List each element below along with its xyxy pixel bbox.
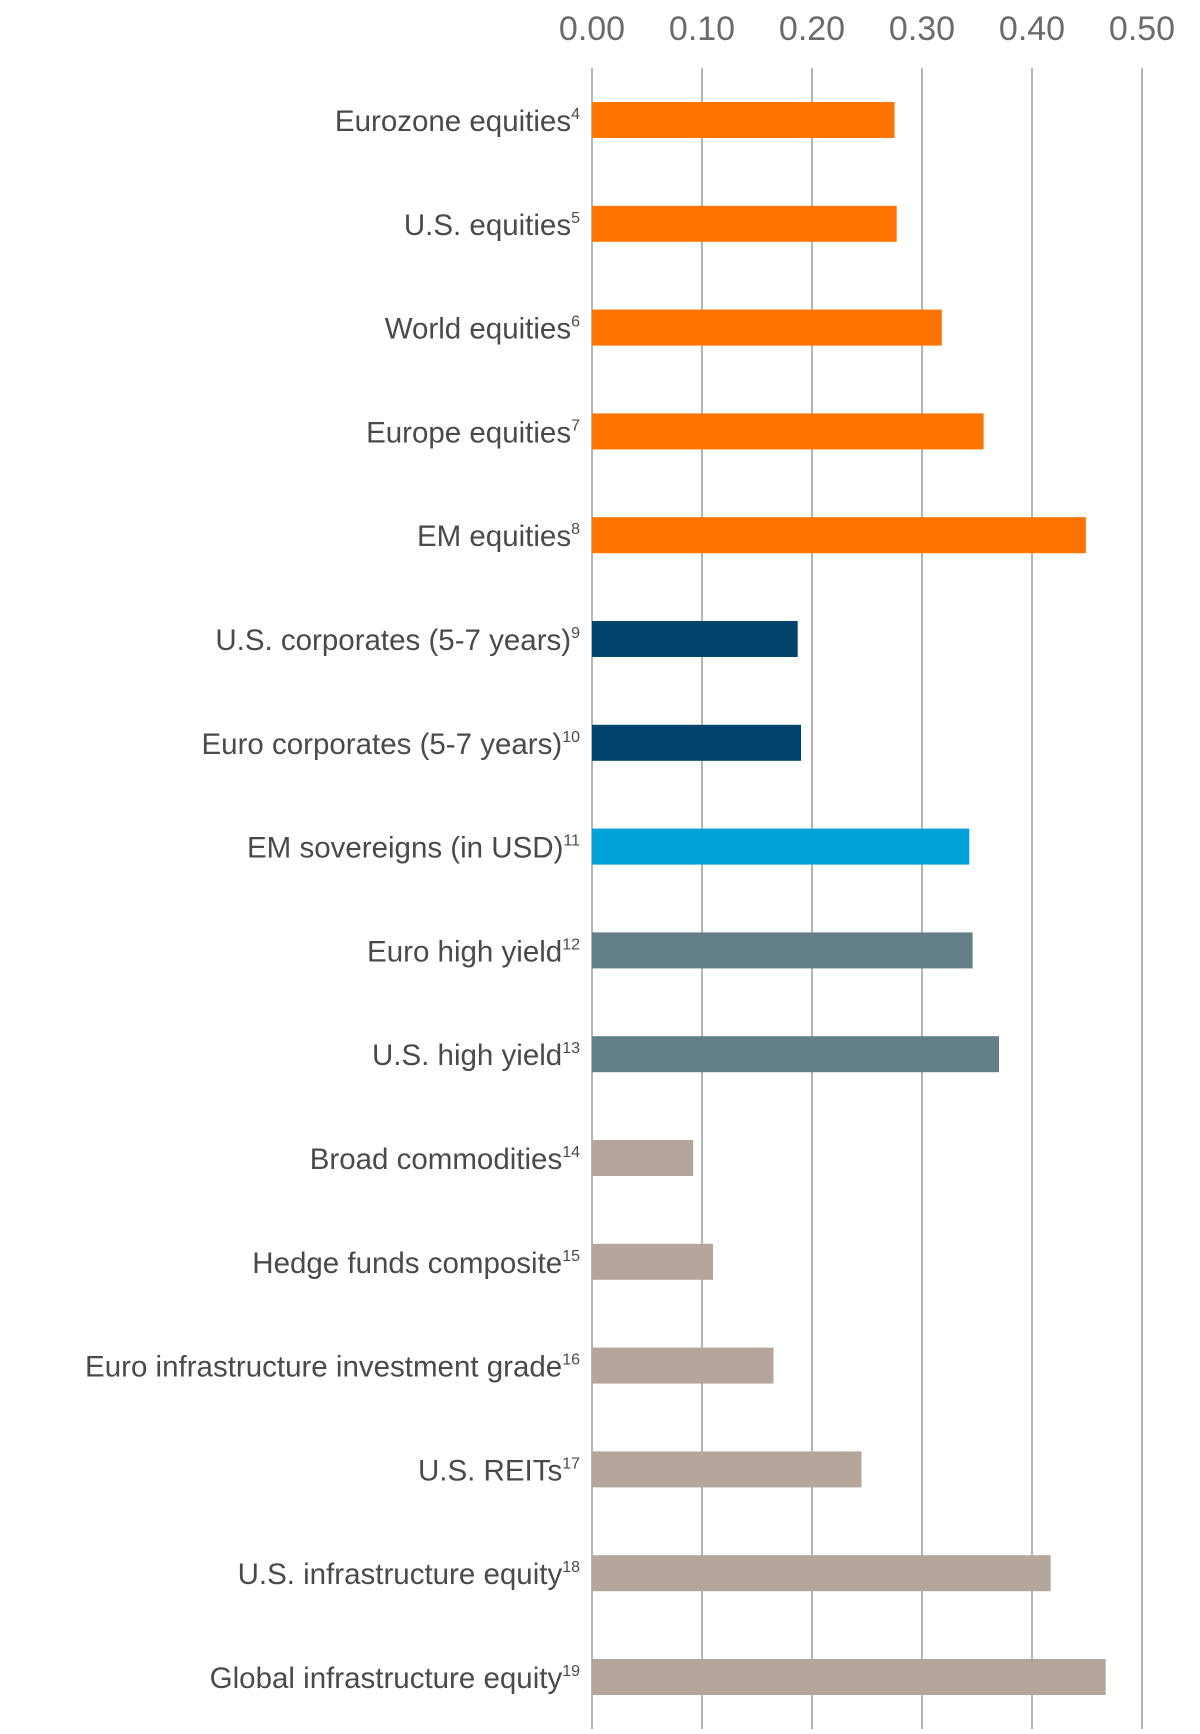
category-name-2: World equities <box>385 313 571 346</box>
category-label-4: EM equities8 <box>417 520 580 553</box>
category-label-5: U.S. corporates (5-7 years)9 <box>215 624 580 657</box>
category-name-14: U.S. infrastructure equity <box>238 1558 563 1591</box>
category-name-13: U.S. REITs <box>418 1454 562 1487</box>
category-label-1: U.S. equities5 <box>404 209 580 242</box>
category-footnote-4: 8 <box>571 521 580 538</box>
category-label-8: Euro high yield12 <box>367 935 580 968</box>
x-tick-label-5: 0.50 <box>1109 10 1175 48</box>
category-footnote-9: 13 <box>562 1040 580 1057</box>
bar-5 <box>592 621 798 657</box>
category-name-7: EM sovereigns (in USD) <box>247 832 563 865</box>
bar-6 <box>592 724 801 761</box>
category-name-10: Broad commodities <box>310 1143 563 1176</box>
category-label-13: U.S. REITs17 <box>418 1454 580 1487</box>
category-label-0: Eurozone equities4 <box>335 105 580 138</box>
category-name-4: EM equities <box>417 520 571 553</box>
category-labels: Eurozone equities4 U.S. equities5 World eq… <box>85 105 580 1695</box>
bars <box>592 102 1106 1695</box>
bar-15 <box>592 1659 1106 1695</box>
bar-10 <box>592 1140 694 1176</box>
category-label-15: Global infrastructure equity19 <box>210 1662 580 1695</box>
x-tick-label-2: 0.20 <box>779 10 845 48</box>
category-name-5: U.S. corporates (5-7 years) <box>215 624 571 657</box>
category-footnote-5: 9 <box>571 625 580 642</box>
category-footnote-15: 19 <box>562 1663 580 1680</box>
category-label-9: U.S. high yield13 <box>372 1039 580 1072</box>
x-tick-label-1: 0.10 <box>669 10 735 48</box>
category-footnote-10: 14 <box>562 1144 580 1161</box>
category-name-15: Global infrastructure equity <box>210 1662 563 1695</box>
category-footnote-0: 4 <box>571 106 580 123</box>
bar-8 <box>592 932 973 969</box>
bar-2 <box>592 309 942 346</box>
category-footnote-2: 6 <box>571 314 580 331</box>
category-name-6: Euro corporates (5-7 years) <box>202 728 563 761</box>
category-label-12: Euro infrastructure investment grade16 <box>85 1351 580 1384</box>
category-label-11: Hedge funds composite15 <box>252 1247 580 1280</box>
category-label-14: U.S. infrastructure equity18 <box>238 1558 581 1591</box>
bar-12 <box>592 1347 774 1384</box>
bar-13 <box>592 1451 862 1488</box>
bar-4 <box>592 517 1086 554</box>
category-label-3: Europe equities7 <box>366 416 580 449</box>
bar-14 <box>592 1555 1051 1592</box>
category-footnote-11: 15 <box>562 1248 580 1265</box>
bar-3 <box>592 413 984 450</box>
bar-1 <box>592 205 897 242</box>
category-name-11: Hedge funds composite <box>252 1247 562 1280</box>
bar-9 <box>592 1036 999 1073</box>
category-name-12: Euro infrastructure investment grade <box>85 1351 562 1384</box>
category-name-8: Euro high yield <box>367 935 562 968</box>
category-footnote-7: 11 <box>563 833 580 850</box>
category-name-3: Europe equities <box>366 416 571 449</box>
bar-0 <box>592 102 895 138</box>
x-axis-ticks: 0.00 0.10 0.20 0.30 0.40 0.50 <box>559 10 1175 48</box>
category-footnote-3: 7 <box>571 417 580 434</box>
category-footnote-1: 5 <box>571 210 580 227</box>
x-tick-label-4: 0.40 <box>999 10 1065 48</box>
category-label-7: EM sovereigns (in USD)11 <box>247 832 580 865</box>
category-footnote-6: 10 <box>562 729 580 746</box>
category-footnote-13: 17 <box>562 1455 580 1472</box>
category-footnote-12: 16 <box>562 1352 580 1369</box>
bar-7 <box>592 828 970 865</box>
category-label-6: Euro corporates (5-7 years)10 <box>202 728 581 761</box>
category-footnote-14: 18 <box>562 1559 580 1576</box>
bar-11 <box>592 1243 713 1280</box>
x-tick-label-0: 0.00 <box>559 10 625 48</box>
category-name-1: U.S. equities <box>404 209 571 242</box>
category-footnote-8: 12 <box>562 936 580 953</box>
category-label-10: Broad commodities14 <box>310 1143 580 1176</box>
category-label-2: World equities6 <box>385 313 580 346</box>
category-name-0: Eurozone equities <box>335 105 571 138</box>
x-tick-label-3: 0.30 <box>889 10 955 48</box>
category-name-9: U.S. high yield <box>372 1039 562 1072</box>
